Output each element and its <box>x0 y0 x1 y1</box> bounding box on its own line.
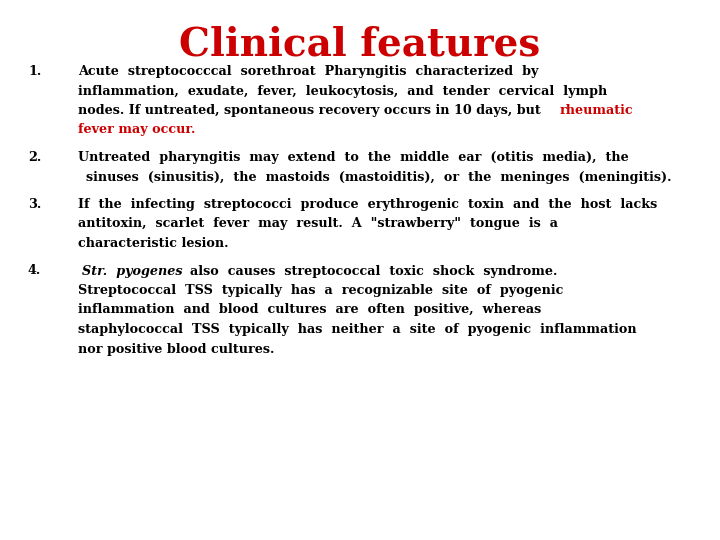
Text: also  causes  streptococcal  toxic  shock  syndrome.: also causes streptococcal toxic shock sy… <box>190 265 557 278</box>
Text: Untreated  pharyngitis  may  extend  to  the  middle  ear  (otitis  media),  the: Untreated pharyngitis may extend to the … <box>78 151 629 164</box>
Text: inflammation,  exudate,  fever,  leukocytosis,  and  tender  cervical  lymph: inflammation, exudate, fever, leukocytos… <box>78 84 607 98</box>
Text: Streptococcal  TSS  typically  has  a  recognizable  site  of  pyogenic: Streptococcal TSS typically has a recogn… <box>78 284 563 297</box>
Text: sinuses  (sinusitis),  the  mastoids  (mastoiditis),  or  the  meninges  (mening: sinuses (sinusitis), the mastoids (masto… <box>86 171 672 184</box>
Text: staphylococcal  TSS  typically  has  neither  a  site  of  pyogenic  inflammatio: staphylococcal TSS typically has neither… <box>78 323 636 336</box>
Text: rheumatic: rheumatic <box>560 104 634 117</box>
Text: nor positive blood cultures.: nor positive blood cultures. <box>78 342 274 355</box>
Text: If  the  infecting  streptococci  produce  erythrogenic  toxin  and  the  host  : If the infecting streptococci produce er… <box>78 198 657 211</box>
Text: 2.: 2. <box>28 151 41 164</box>
Text: 1.: 1. <box>28 65 41 78</box>
Text: Acute  streptococccal  sorethroat  Pharyngitis  characterized  by: Acute streptococccal sorethroat Pharyngi… <box>78 65 539 78</box>
Text: 3.: 3. <box>28 198 41 211</box>
Text: Str.  pyogenes: Str. pyogenes <box>82 265 182 278</box>
Text: inflammation  and  blood  cultures  are  often  positive,  whereas: inflammation and blood cultures are ofte… <box>78 303 541 316</box>
Text: antitoxin,  scarlet  fever  may  result.  A  "strawberry"  tongue  is  a: antitoxin, scarlet fever may result. A "… <box>78 218 558 231</box>
Text: 4.: 4. <box>28 265 41 278</box>
Text: characteristic lesion.: characteristic lesion. <box>78 237 228 250</box>
Text: Clinical features: Clinical features <box>179 25 541 63</box>
Text: nodes. If untreated, spontaneous recovery occurs in 10 days, but: nodes. If untreated, spontaneous recover… <box>78 104 545 117</box>
Text: fever may occur.: fever may occur. <box>78 124 195 137</box>
